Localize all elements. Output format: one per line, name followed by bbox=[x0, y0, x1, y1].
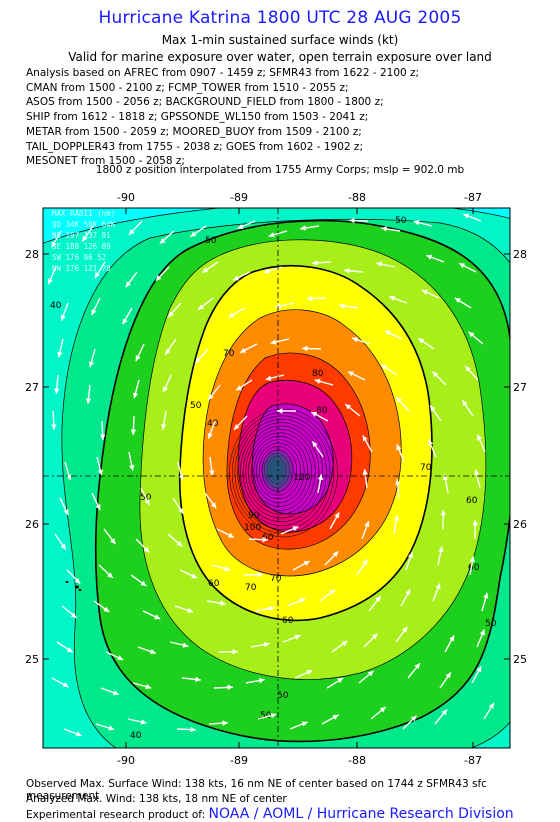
analysis-line: CMAN from 1500 - 2100 z; FCMP_TOWER from… bbox=[26, 81, 419, 96]
contour-label: 40 bbox=[130, 731, 142, 741]
contour-label: 80 bbox=[316, 406, 328, 416]
radii-line: NE 197 137 91 bbox=[52, 231, 111, 240]
analysis-line: TAIL_DOPPLER43 from 1755 - 2038 z; GOES … bbox=[26, 140, 419, 155]
position-note: 1800 z position interpolated from 1755 A… bbox=[0, 164, 560, 176]
lon-tick-bottom: -89 bbox=[230, 754, 248, 767]
exposure-note: Valid for marine exposure over water, op… bbox=[0, 50, 560, 64]
wind-contours: 5040405050607080507060607090100120605050… bbox=[0, 202, 560, 773]
analysis-line: SHIP from 1612 - 1818 z; GPSSONDE_WL150 … bbox=[26, 110, 419, 125]
radii-line: SW 176 96 52 bbox=[52, 253, 106, 262]
contour-label: 50 bbox=[485, 619, 497, 629]
lon-tick-bottom: -88 bbox=[348, 754, 366, 767]
lon-tick-top: -89 bbox=[230, 191, 248, 204]
contour-label: 60 bbox=[208, 579, 220, 589]
lon-tick-top: -90 bbox=[117, 191, 135, 204]
contour-label: 50 bbox=[190, 401, 202, 411]
map-title: Hurricane Katrina 1800 UTC 28 AUG 2005 bbox=[0, 8, 560, 28]
wind-field-map: 5040405050607080507060607090100120605050… bbox=[0, 178, 560, 773]
lat-tick-left: 28 bbox=[25, 248, 39, 261]
contour-label: 80 bbox=[312, 369, 324, 379]
contour-label: 60 bbox=[282, 616, 294, 626]
lat-tick-left: 25 bbox=[25, 653, 39, 666]
credit-org-link[interactable]: NOAA / AOML / Hurricane Research Divisio… bbox=[208, 806, 513, 822]
radii-line: SE 188 126 89 bbox=[52, 242, 111, 251]
lat-tick-right: 27 bbox=[513, 381, 527, 394]
contour-label: 60 bbox=[466, 496, 478, 506]
lat-tick-right: 25 bbox=[513, 653, 527, 666]
lat-tick-right: 26 bbox=[513, 518, 527, 531]
eyewall-ring bbox=[262, 450, 293, 492]
lon-tick-bottom: -90 bbox=[117, 754, 135, 767]
lon-tick-top: -88 bbox=[348, 191, 366, 204]
analyzed-max-wind: Analyzed Max. Wind: 138 kts, 18 nm NE of… bbox=[26, 793, 287, 805]
radii-line: MAX RADII (nm) bbox=[52, 209, 115, 218]
contour-label: 40 bbox=[50, 301, 62, 311]
lat-tick-left: 27 bbox=[25, 381, 39, 394]
analysis-line: ASOS from 1500 - 2056 z; BACKGROUND_FIEL… bbox=[26, 95, 419, 110]
contour-label: 120 bbox=[293, 473, 310, 483]
analysis-line: METAR from 1500 - 2059 z; MOORED_BUOY fr… bbox=[26, 125, 419, 140]
analysis-line: Analysis based on AFREC from 0907 - 1459… bbox=[26, 66, 419, 81]
contour-label: 50 bbox=[205, 236, 217, 246]
contour-label: 50 bbox=[277, 691, 289, 701]
contour-label: 70 bbox=[420, 463, 432, 473]
map-subtitle: Max 1-min sustained surface winds (kt) bbox=[0, 33, 560, 47]
contour-label: 50 bbox=[395, 216, 407, 226]
lat-tick-left: 26 bbox=[25, 518, 39, 531]
credit-line: Experimental research product of: NOAA /… bbox=[26, 806, 514, 822]
lon-tick-bottom: -87 bbox=[464, 754, 482, 767]
analysis-sources: Analysis based on AFREC from 0907 - 1459… bbox=[26, 66, 419, 169]
lon-tick-top: -87 bbox=[464, 191, 482, 204]
contour-label: 90 bbox=[248, 511, 260, 521]
radii-line: NW 176 121 78 bbox=[52, 264, 111, 273]
contour-label: 70 bbox=[270, 574, 282, 584]
lat-tick-right: 28 bbox=[513, 248, 527, 261]
contour-label: 70 bbox=[245, 583, 257, 593]
contour-label: 60 bbox=[468, 563, 480, 573]
radii-line: QD 34K 50K 64K bbox=[52, 220, 116, 229]
contour-label: 70 bbox=[223, 349, 235, 359]
credit-prefix: Experimental research product of: bbox=[26, 809, 205, 821]
contour-label: 100 bbox=[244, 523, 261, 533]
